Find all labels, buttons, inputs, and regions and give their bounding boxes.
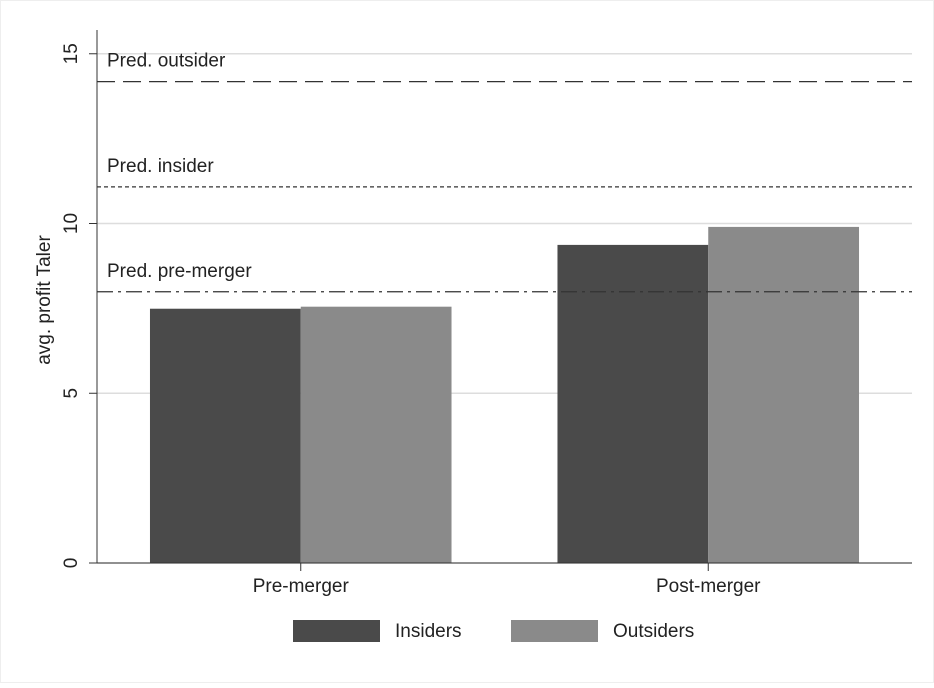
y-tick-label: 5 [61, 388, 82, 399]
reference-label: Pred. pre-merger [107, 261, 252, 282]
legend-label: Outsiders [613, 621, 694, 642]
legend-label: Insiders [395, 621, 462, 642]
x-tick-label: Post-merger [656, 576, 761, 597]
x-tick-label: Pre-merger [253, 576, 350, 597]
reference-label: Pred. outsider [107, 51, 226, 72]
bar [149, 308, 301, 563]
y-tick-label: 0 [61, 558, 82, 569]
y-tick-label: 15 [61, 43, 82, 64]
bar [557, 244, 709, 563]
legend-swatch [511, 620, 598, 642]
bar [300, 306, 452, 563]
y-axis-title: avg. profit Taler [34, 235, 55, 365]
legend-swatch [293, 620, 380, 642]
bar [708, 226, 860, 563]
reference-label: Pred. insider [107, 156, 214, 177]
y-tick-label: 10 [61, 213, 82, 234]
